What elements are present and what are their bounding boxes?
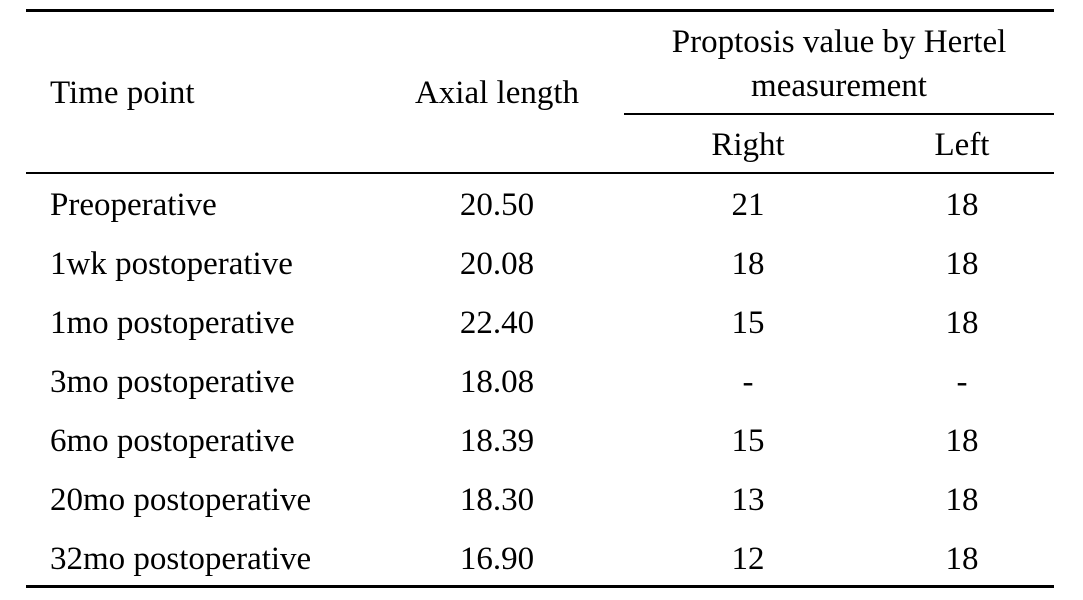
cell-left: 18 — [945, 305, 979, 341]
cell-time-point: 32mo postoperative — [50, 541, 312, 577]
cell-axial-length: 22.40 — [459, 305, 535, 341]
cell-left: 18 — [945, 423, 979, 459]
table-row: 20mo postoperative 18.30 13 18 — [0, 481, 1083, 540]
cell-right: - — [742, 364, 754, 400]
cell-axial-length: 16.90 — [459, 541, 535, 577]
table-row: 32mo postoperative 16.90 12 18 — [0, 540, 1083, 599]
cell-right: 21 — [731, 187, 765, 223]
cell-time-point: 1mo postoperative — [50, 305, 295, 341]
header-left: Left — [934, 127, 990, 163]
cell-left: - — [956, 364, 968, 400]
cell-axial-length: 20.08 — [459, 246, 535, 282]
table-bottom-rule — [26, 585, 1054, 588]
cell-left: 18 — [945, 246, 979, 282]
cell-right: 13 — [731, 482, 765, 518]
table-row: 1wk postoperative 20.08 18 18 — [0, 245, 1083, 304]
header-right: Right — [711, 127, 785, 163]
cell-time-point: 1wk postoperative — [50, 246, 293, 282]
header-time-point: Time point — [50, 75, 195, 111]
cell-right: 12 — [731, 541, 765, 577]
cell-axial-length: 20.50 — [459, 187, 535, 223]
table-row: 6mo postoperative 18.39 15 18 — [0, 422, 1083, 481]
cell-time-point: 6mo postoperative — [50, 423, 295, 459]
header-proptosis: Proptosis value by Hertel measurement — [671, 24, 1007, 104]
cell-right: 15 — [731, 423, 765, 459]
cell-right: 18 — [731, 246, 765, 282]
cell-time-point: 3mo postoperative — [50, 364, 295, 400]
cell-axial-length: 18.08 — [459, 364, 535, 400]
table-top-rule — [26, 9, 1054, 12]
table-row: 3mo postoperative 18.08 - - — [0, 363, 1083, 422]
cell-right: 15 — [731, 305, 765, 341]
cell-time-point: Preoperative — [50, 187, 217, 223]
table-row: Preoperative 20.50 21 18 — [0, 186, 1083, 245]
header-span-rule — [624, 113, 1054, 115]
header-bottom-rule — [26, 172, 1054, 174]
cell-time-point: 20mo postoperative — [50, 482, 312, 518]
cell-left: 18 — [945, 187, 979, 223]
cell-axial-length: 18.30 — [459, 482, 535, 518]
cell-left: 18 — [945, 541, 979, 577]
table-row: 1mo postoperative 22.40 15 18 — [0, 304, 1083, 363]
cell-left: 18 — [945, 482, 979, 518]
header-axial-length: Axial length — [414, 75, 580, 111]
cell-axial-length: 18.39 — [459, 423, 535, 459]
